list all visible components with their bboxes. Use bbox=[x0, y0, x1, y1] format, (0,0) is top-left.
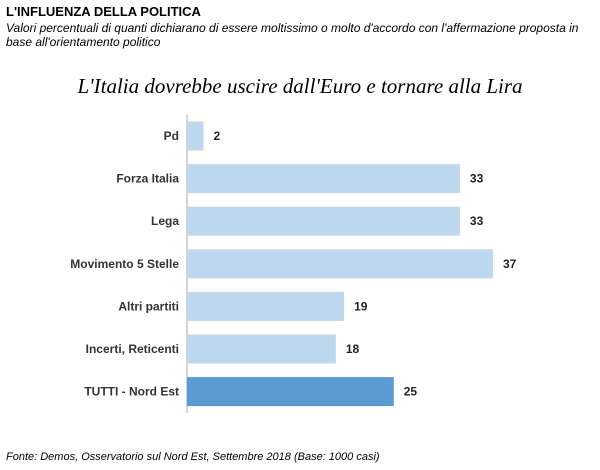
category-label: Forza Italia bbox=[116, 172, 179, 186]
bar bbox=[187, 334, 336, 364]
category-label: TUTTI - Nord Est bbox=[84, 385, 179, 399]
header-title: L'INFLUENZA DELLA POLITICA bbox=[6, 4, 201, 19]
bar bbox=[187, 377, 394, 407]
bar bbox=[187, 206, 460, 236]
bar-chart: Pd 2 Forza Italia 33 Lega 33 Movimento 5 Stell… bbox=[70, 114, 517, 413]
value-label: 33 bbox=[470, 172, 484, 186]
value-label: 25 bbox=[404, 385, 418, 399]
bar bbox=[187, 291, 345, 321]
category-label: Incerti, Reticenti bbox=[86, 342, 179, 356]
value-label: 2 bbox=[214, 129, 221, 143]
category-label: Altri partiti bbox=[118, 299, 179, 313]
category-label: Pd bbox=[164, 129, 179, 143]
chart-title: L'Italia dovrebbe uscire dall'Euro e tor… bbox=[77, 74, 523, 98]
value-label: 18 bbox=[346, 342, 360, 356]
category-label: Movimento 5 Stelle bbox=[70, 257, 179, 271]
bar bbox=[187, 121, 204, 151]
bar bbox=[187, 164, 460, 194]
header-subtitle: Valori percentuali di quanti dichiarano … bbox=[6, 21, 579, 49]
category-label: Lega bbox=[151, 214, 179, 228]
bar bbox=[187, 249, 493, 279]
value-label: 33 bbox=[470, 214, 484, 228]
value-label: 19 bbox=[354, 299, 368, 313]
source-note: Fonte: Demos, Osservatorio sul Nord Est,… bbox=[6, 451, 380, 463]
value-label: 37 bbox=[503, 257, 517, 271]
